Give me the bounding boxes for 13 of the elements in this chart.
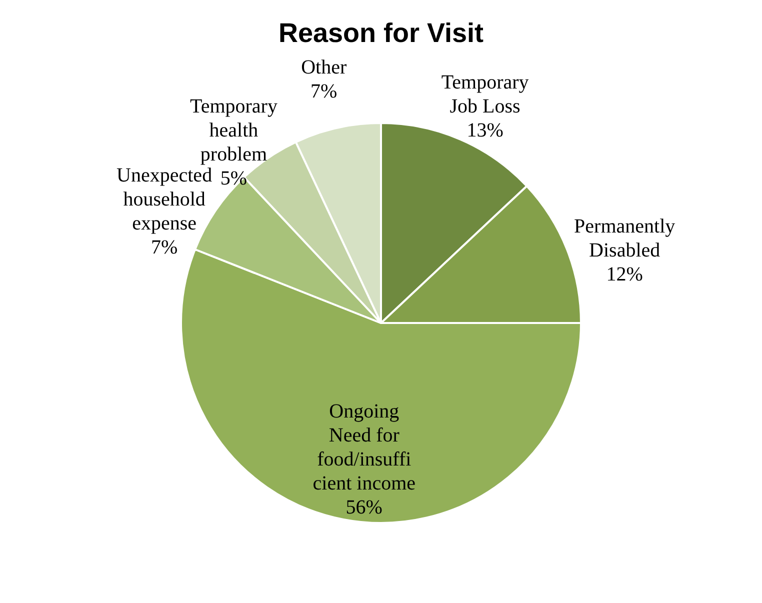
slice-label: Ongoing Need for food/insuffi cient income (312, 400, 416, 494)
data-label: 7% (310, 80, 338, 102)
slice-label: Permanently Disabled (574, 216, 676, 262)
chart-title: Reason for Visit (278, 18, 484, 48)
slice-label: Unexpected household expense (116, 164, 212, 235)
data-label: 7% (150, 236, 178, 259)
data-label: 13% (466, 120, 504, 142)
slice-label: Temporary health problem (190, 95, 278, 166)
data-label: 12% (606, 264, 643, 286)
slice-label: Other (301, 56, 347, 78)
slice-label: Temporary Job Loss (441, 72, 529, 118)
data-label: 5% (220, 167, 248, 190)
data-label: 56% (346, 496, 382, 518)
